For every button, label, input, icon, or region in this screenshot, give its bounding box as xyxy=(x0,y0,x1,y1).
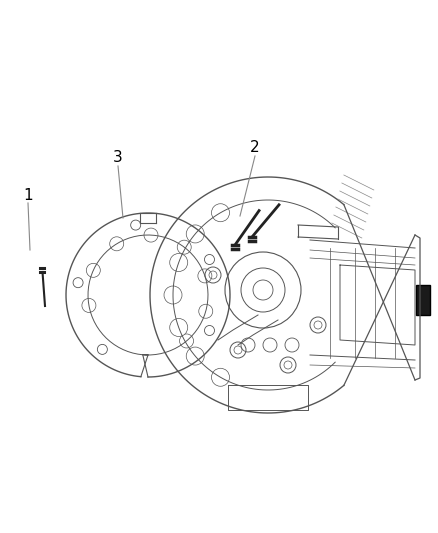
Circle shape xyxy=(170,254,188,271)
Circle shape xyxy=(198,269,212,283)
Circle shape xyxy=(212,204,230,222)
Circle shape xyxy=(164,286,182,304)
Circle shape xyxy=(177,240,191,254)
Circle shape xyxy=(212,368,230,386)
Circle shape xyxy=(86,263,100,277)
Circle shape xyxy=(144,228,158,242)
Text: 1: 1 xyxy=(23,188,33,203)
Text: 2: 2 xyxy=(250,141,260,156)
Circle shape xyxy=(186,225,204,243)
Circle shape xyxy=(170,319,188,336)
Circle shape xyxy=(180,334,194,348)
Circle shape xyxy=(199,304,213,318)
Circle shape xyxy=(82,298,96,312)
Text: 3: 3 xyxy=(113,150,123,166)
Circle shape xyxy=(186,347,204,365)
Circle shape xyxy=(110,237,124,251)
FancyBboxPatch shape xyxy=(416,285,430,315)
